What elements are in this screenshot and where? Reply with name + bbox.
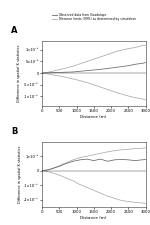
Y-axis label: Difference in spatial K statistics: Difference in spatial K statistics xyxy=(18,146,22,203)
Text: A: A xyxy=(11,26,17,35)
Y-axis label: Difference in spatial K statistics: Difference in spatial K statistics xyxy=(17,45,21,102)
Text: B: B xyxy=(11,128,17,137)
X-axis label: Distance (m): Distance (m) xyxy=(81,115,107,119)
X-axis label: Distance (m): Distance (m) xyxy=(81,216,107,220)
Legend: Observed data from Guadalupe, Tolerance limits (99%) as determined by simulation: Observed data from Guadalupe, Tolerance … xyxy=(52,13,136,21)
